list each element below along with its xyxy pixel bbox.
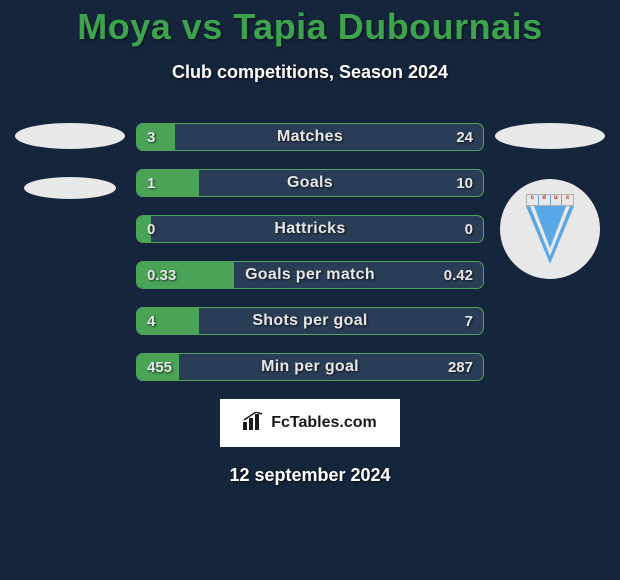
stat-value-right: 0 [465, 216, 473, 242]
stat-value-right: 287 [448, 354, 473, 380]
club-badge-placeholder-icon [495, 123, 605, 149]
stat-label: Goals per match [137, 262, 483, 288]
club-badge-placeholder-icon [15, 123, 125, 149]
subtitle: Club competitions, Season 2024 [0, 62, 620, 83]
left-club-badges [10, 123, 130, 199]
club-badge-uc-icon: cduc [500, 179, 600, 279]
stat-value-right: 10 [456, 170, 473, 196]
club-badge-placeholder-icon [24, 177, 116, 199]
chart-icon [243, 412, 265, 435]
stat-label: Hattricks [137, 216, 483, 242]
stat-row: 0.33Goals per match0.42 [136, 261, 484, 289]
page-title: Moya vs Tapia Dubournais [0, 0, 620, 48]
snapshot-date: 12 september 2024 [0, 465, 620, 486]
stat-row: 0Hattricks0 [136, 215, 484, 243]
right-club-badges: cduc [490, 123, 610, 279]
stat-label: Goals [137, 170, 483, 196]
stat-bars: 3Matches24 1Goals10 0Hattricks0 0.33Goals p… [136, 123, 484, 381]
stat-value-right: 7 [465, 308, 473, 334]
stat-row: 3Matches24 [136, 123, 484, 151]
stat-label: Shots per goal [137, 308, 483, 334]
watermark-tag: FcTables.com [220, 399, 400, 447]
stat-value-right: 0.42 [444, 262, 473, 288]
stat-row: 455Min per goal287 [136, 353, 484, 381]
stat-label: Matches [137, 124, 483, 150]
watermark-text: FcTables.com [271, 414, 377, 432]
stat-label: Min per goal [137, 354, 483, 380]
stat-row: 1Goals10 [136, 169, 484, 197]
comparison-chart: cduc 3Matches24 1Goals10 0Hattricks0 0.33Go… [0, 123, 620, 381]
stat-value-right: 24 [456, 124, 473, 150]
stat-row: 4Shots per goal7 [136, 307, 484, 335]
